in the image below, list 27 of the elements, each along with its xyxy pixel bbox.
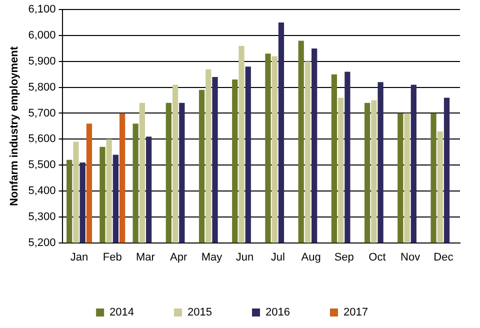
y-tick-label: 5,500 <box>28 159 56 172</box>
x-tick-label: May <box>201 251 223 264</box>
legend-label: 2017 <box>343 306 368 319</box>
y-tick-label: 6,100 <box>28 4 56 16</box>
x-tick-label: Sep <box>334 251 354 264</box>
y-tick-label: 5,800 <box>28 81 56 94</box>
legend-label: 2016 <box>266 306 290 319</box>
x-tick-label: Oct <box>368 251 386 264</box>
y-tick-label: 5,400 <box>28 185 56 198</box>
y-tick-label: 5,300 <box>28 210 56 223</box>
y-tick-label: 5,200 <box>28 236 56 249</box>
y-tick-label: 5,700 <box>28 107 56 120</box>
x-tick-label: Nov <box>400 251 421 264</box>
x-tick-label: Feb <box>102 251 122 264</box>
y-tick-label: 5,600 <box>28 133 56 146</box>
x-tick-label: Mar <box>136 251 156 264</box>
y-axis-title: Nonfarm industry employment <box>8 46 21 206</box>
y-tick-label: 6,000 <box>28 30 56 42</box>
y-tick-label: 5,900 <box>28 55 56 68</box>
x-tick-label: Jul <box>270 251 285 264</box>
legend-label: 2014 <box>110 306 134 319</box>
x-tick-label: Dec <box>434 251 454 264</box>
x-tick-label: Apr <box>170 251 188 264</box>
x-tick-label: Aug <box>301 251 321 264</box>
legend-label: 2015 <box>188 306 212 319</box>
x-tick-label: Jun <box>236 251 254 264</box>
x-tick-label: Jan <box>70 251 88 264</box>
